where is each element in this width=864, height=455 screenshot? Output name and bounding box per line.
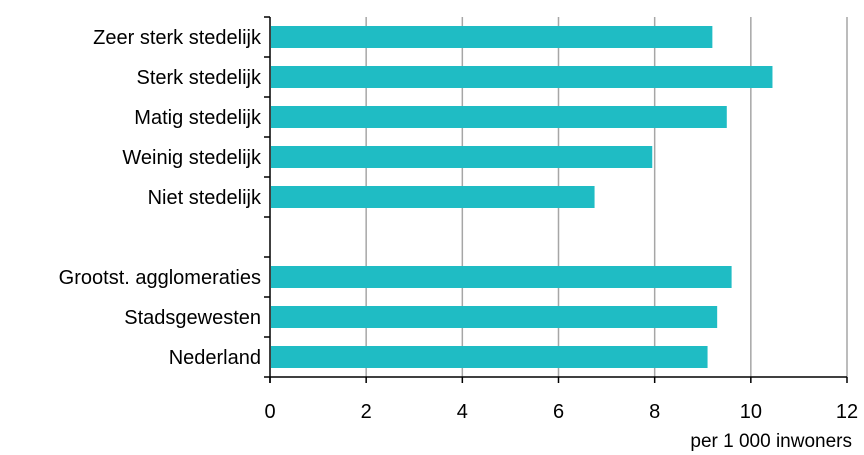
x-tick-label: 0 xyxy=(264,401,275,423)
bars xyxy=(271,26,773,368)
category-label: Weinig stedelijk xyxy=(122,147,262,169)
x-axis-title: per 1 000 inwoners xyxy=(690,431,852,452)
category-label: Stadsgewesten xyxy=(124,307,261,329)
x-tick-labels: 0 2 4 6 8 10 12 xyxy=(264,377,858,423)
bar-niet-stedelijk xyxy=(271,186,595,208)
bar-matig-stedelijk xyxy=(271,106,727,128)
x-tick-label: 4 xyxy=(457,401,468,423)
bar-grootst-agglomeraties xyxy=(271,266,732,288)
bar-weinig-stedelijk xyxy=(271,146,653,168)
x-tick-label: 2 xyxy=(361,401,372,423)
category-labels: Zeer sterk stedelijk Sterk stedelijk Matig… xyxy=(59,16,270,378)
bar-zeer-sterk-stedelijk xyxy=(271,26,713,48)
category-label: Sterk stedelijk xyxy=(137,67,262,89)
bar-stadsgewesten xyxy=(271,306,718,328)
bar-sterk-stedelijk xyxy=(271,66,773,88)
category-label: Zeer sterk stedelijk xyxy=(93,27,262,49)
x-tick-label: 10 xyxy=(740,401,762,423)
x-tick-label: 8 xyxy=(649,401,660,423)
category-label: Nederland xyxy=(169,347,261,369)
category-label: Niet stedelijk xyxy=(148,187,262,209)
x-tick-label: 12 xyxy=(836,401,858,423)
category-label: Grootst. agglomeraties xyxy=(59,267,261,289)
bar-nederland xyxy=(271,346,708,368)
category-label: Matig stedelijk xyxy=(134,107,262,129)
x-tick-label: 6 xyxy=(553,401,564,423)
